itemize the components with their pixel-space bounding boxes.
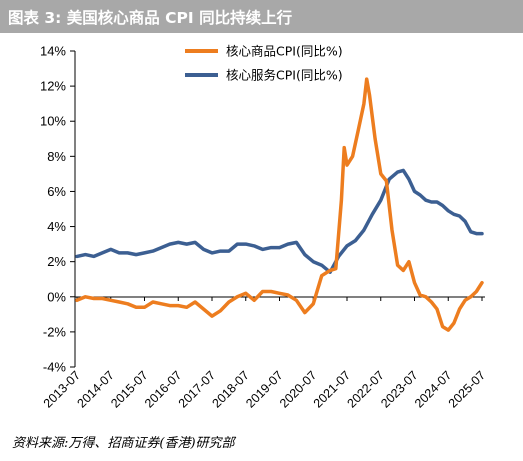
y-tick-label: 14% (40, 44, 66, 59)
chart: -4% -2% 0% 2% 4% 6% 8% 10% 12% 14% 2013-072014-07… (40, 44, 488, 411)
y-tick-label: 8% (47, 149, 66, 164)
chart-title: 图表 3: 美国核心商品 CPI 同比持续上行 (8, 9, 293, 27)
y-tick-label: 2% (47, 254, 66, 269)
y-tick-label: 0% (47, 289, 66, 304)
y-tick-label: 6% (47, 184, 66, 199)
y-tick-label: 12% (40, 79, 66, 94)
y-tick-label: 10% (40, 114, 66, 129)
y-tick-label: -2% (43, 324, 67, 339)
y-tick-label: -4% (43, 360, 67, 375)
y-tick-label: 4% (47, 219, 66, 234)
x-tick-label: 2025-07 (446, 368, 488, 410)
series-line-core-goods (75, 77, 484, 332)
series-line-core-services (75, 168, 484, 274)
legend-label-services: 核心服务CPI(同比%) (226, 68, 343, 83)
x-axis: 2013-072014-072015-072016-072017-072018-… (41, 296, 488, 411)
source-note: 资料来源:万得、招商证券(香港)研究部 (12, 436, 235, 451)
title-bar: 图表 3: 美国核心商品 CPI 同比持续上行 (0, 0, 523, 33)
legend-label-goods: 核心商品CPI(同比%) (226, 44, 343, 59)
legend: 核心商品CPI(同比%) 核心服务CPI(同比%) (185, 44, 343, 83)
y-axis: -4% -2% 0% 2% 4% 6% 8% 10% 12% 14% (40, 44, 76, 375)
